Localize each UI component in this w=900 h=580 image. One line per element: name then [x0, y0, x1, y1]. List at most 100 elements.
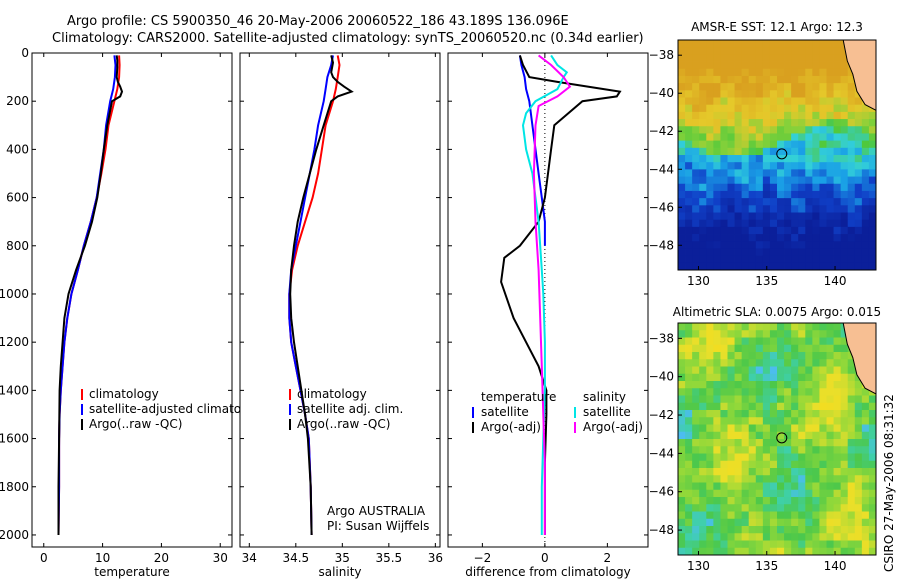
- sla_map-cell: [741, 330, 750, 338]
- sst_map-cell: [748, 68, 757, 77]
- sla_map-cell: [706, 526, 714, 534]
- sla_map-cell: [699, 518, 707, 527]
- sla_map-cell: [826, 511, 834, 520]
- salinity-legend-label: climatology: [297, 387, 367, 401]
- sst_map-cell: [798, 126, 806, 134]
- sla_map-cell: [854, 388, 863, 396]
- sla_map-cell: [805, 526, 813, 534]
- sla_map-cell: [678, 540, 686, 549]
- sla_map-cell: [685, 424, 693, 433]
- sst_map-cell: [769, 147, 778, 156]
- sla_map-cell: [798, 511, 806, 520]
- sst_map-cell: [727, 140, 735, 149]
- sla_map-cell: [798, 431, 806, 440]
- sla_map-cell: [762, 497, 771, 505]
- sla_map-ytick-label: −44: [649, 446, 674, 460]
- sla_map-cell: [748, 410, 757, 418]
- sla_map-cell: [678, 359, 686, 367]
- sst_map-cell: [826, 248, 834, 257]
- sla_map-cell: [784, 431, 792, 440]
- sla_map-cell: [833, 497, 842, 505]
- sst_map-cell: [720, 241, 728, 249]
- sst_map-cell: [762, 183, 771, 192]
- sla_map-cell: [734, 460, 743, 469]
- sst_map-cell: [685, 61, 693, 70]
- sst_map-cell: [762, 212, 771, 221]
- sla_map-cell: [699, 424, 707, 433]
- sst_map-cell: [826, 198, 834, 206]
- sst_map-cell: [833, 248, 842, 257]
- sst_map-cell: [861, 155, 870, 163]
- sla_map-cell: [699, 497, 707, 505]
- sla_map-cell: [784, 439, 792, 447]
- sst_map-cell: [720, 147, 728, 156]
- sla_map-cell: [678, 388, 686, 396]
- temperature-series-2: [57, 55, 124, 535]
- sla_map-cell: [798, 518, 806, 527]
- sla_map-cell: [840, 381, 849, 389]
- sst_map-cell: [840, 54, 849, 62]
- sst_map-cell: [741, 140, 750, 149]
- sla_map-cell: [762, 511, 771, 520]
- sst_map-cell: [720, 155, 728, 163]
- sla_map-cell: [748, 547, 757, 556]
- sla_map-cell: [720, 497, 728, 505]
- sla_map-cell: [826, 359, 834, 367]
- difference-xtick-label: 2: [604, 551, 612, 565]
- sla_map-cell: [720, 533, 728, 541]
- sla_map-cell: [699, 373, 707, 382]
- sst_map-cell: [798, 155, 806, 163]
- sla_map-cell: [784, 395, 792, 404]
- temperature-xtick-label: 0: [40, 551, 48, 565]
- sst_map-cell: [734, 47, 743, 55]
- sst_map-cell: [840, 241, 849, 249]
- sla_map-cell: [699, 366, 707, 375]
- sst_map-cell: [678, 248, 686, 257]
- sst_map-cell: [840, 147, 849, 156]
- sla_map-cell: [692, 395, 700, 404]
- sla_map-cell: [762, 424, 771, 433]
- sst_map-cell: [833, 176, 842, 185]
- sst_map-cell: [847, 176, 856, 185]
- sst_map-cell: [748, 126, 757, 134]
- sst_map-cell: [706, 162, 714, 170]
- sst_map-cell: [868, 183, 877, 192]
- sst_map-xtick-label: 130: [687, 274, 710, 288]
- sla_map-cell: [854, 518, 863, 527]
- sst_map-cell: [868, 119, 877, 127]
- sst_map-cell: [741, 162, 750, 170]
- sst_map-cell: [706, 219, 714, 228]
- sla_map-cell: [755, 388, 764, 396]
- sst_map-cell: [727, 155, 735, 163]
- sla_map-cell: [706, 330, 714, 338]
- sla_map-cell: [678, 446, 686, 454]
- sst_map-cell: [777, 104, 785, 113]
- sla_map-cell: [748, 504, 757, 512]
- sla_map-cell: [833, 526, 842, 534]
- sst_map-cell: [762, 190, 771, 199]
- sst_map-cell: [784, 176, 792, 185]
- sst_map-cell: [812, 90, 820, 98]
- sst_map-cell: [699, 40, 707, 48]
- sla_map-cell: [847, 518, 856, 527]
- sst_map-cell: [699, 47, 707, 55]
- sst_map-cell: [734, 255, 743, 264]
- sst_map-cell: [805, 140, 813, 149]
- sst_map-cell: [826, 155, 834, 163]
- sla_map-cell: [720, 439, 728, 447]
- sst_map-cell: [678, 183, 686, 192]
- sst_map-cell: [713, 68, 721, 77]
- sst_map-cell: [706, 40, 714, 48]
- sla_map-cell: [741, 482, 750, 491]
- sla_map-cell: [819, 453, 827, 462]
- sla_map-cell: [713, 359, 721, 367]
- sst_map-cell: [748, 155, 757, 163]
- sla_map-cell: [868, 497, 877, 505]
- sla_map-cell: [784, 381, 792, 389]
- sst_map-cell: [727, 75, 735, 84]
- sla_map-cell: [734, 431, 743, 440]
- sst_map-cell: [812, 255, 820, 264]
- sst_map-cell: [798, 97, 806, 106]
- sst_map-cell: [678, 190, 686, 199]
- sst_map-cell: [805, 133, 813, 142]
